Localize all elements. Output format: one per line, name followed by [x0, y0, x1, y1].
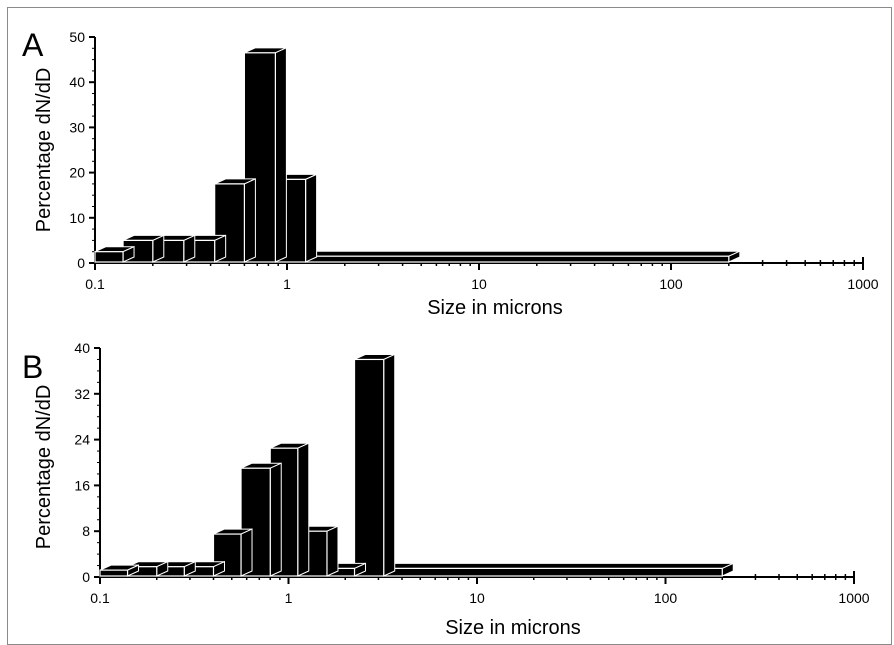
x-tick-label-b: 10 — [469, 590, 485, 606]
x-tick-label-a: 1000 — [847, 276, 878, 292]
histogram-bar-b — [99, 564, 140, 577]
y-tick-label-b: 32 — [74, 386, 90, 402]
bar-front-face — [353, 358, 385, 577]
bar-side-face — [152, 234, 165, 263]
chart-panel-a — [7, 7, 892, 332]
y-tick-label-b: 8 — [82, 523, 90, 539]
bar-side-face — [183, 234, 196, 263]
y-axis-title-b: Percentage dN/dD — [33, 385, 55, 550]
x-tick-label-b: 1000 — [838, 590, 869, 606]
x-tick-label-b: 100 — [654, 590, 678, 606]
x-axis-title-a: Size in microns — [427, 297, 563, 319]
x-tick-label-b: 0.1 — [90, 590, 110, 606]
y-tick-label-a: 30 — [69, 119, 85, 135]
bar-top-face — [383, 562, 734, 569]
bar-side-face — [305, 173, 318, 263]
x-tick-label-a: 100 — [659, 276, 683, 292]
histogram-bar-a — [214, 178, 256, 263]
bar-side-face — [269, 462, 282, 577]
y-axis-title-a: Percentage dN/dD — [33, 68, 55, 233]
y-tick-label-a: 0 — [77, 255, 85, 271]
y-tick-label-b: 24 — [74, 432, 90, 448]
histogram-bar-b — [383, 562, 734, 577]
plot-area-a: 0 10 20 30 40 50 0.1 1 10 100 1000 — [69, 29, 878, 292]
y-tick-label-b: 0 — [82, 569, 90, 585]
x-axis-title-b: Size in microns — [445, 617, 581, 639]
x-tick-label-b: 1 — [285, 590, 293, 606]
histogram-bar-a — [94, 245, 135, 263]
bar-front-face — [99, 569, 129, 577]
bar-side-face — [214, 234, 227, 263]
bar-front-face — [383, 567, 723, 577]
bar-front-face — [214, 183, 246, 263]
x-tick-label-a: 0.1 — [85, 276, 105, 292]
panel-letter-a: A — [22, 27, 44, 63]
bar-side-face — [274, 47, 287, 263]
bar-side-face — [383, 353, 396, 577]
bar-top-face — [305, 250, 741, 257]
y-tick-label-b: 40 — [74, 340, 90, 356]
bar-side-face — [297, 442, 310, 577]
histogram-bar-a — [305, 250, 741, 263]
y-tick-label-a: 50 — [69, 29, 85, 45]
plot-area-b: 0 8 16 24 32 40 0.1 1 10 100 1000 — [74, 340, 869, 606]
bar-front-face — [305, 255, 730, 263]
y-tick-label-a: 10 — [69, 210, 85, 226]
x-tick-label-a: 1 — [283, 276, 291, 292]
bar-side-face — [326, 525, 339, 577]
histogram-bar-b — [353, 353, 396, 577]
bar-side-face — [240, 528, 253, 577]
y-tick-label-a: 40 — [69, 74, 85, 90]
y-tick-label-b: 16 — [74, 477, 90, 493]
bar-front-face — [94, 251, 124, 263]
y-tick-label-a: 20 — [69, 165, 85, 181]
chart-panel-b — [7, 330, 892, 645]
bar-side-face — [243, 178, 256, 263]
panel-letter-b: B — [22, 349, 43, 385]
x-tick-label-a: 10 — [471, 276, 487, 292]
